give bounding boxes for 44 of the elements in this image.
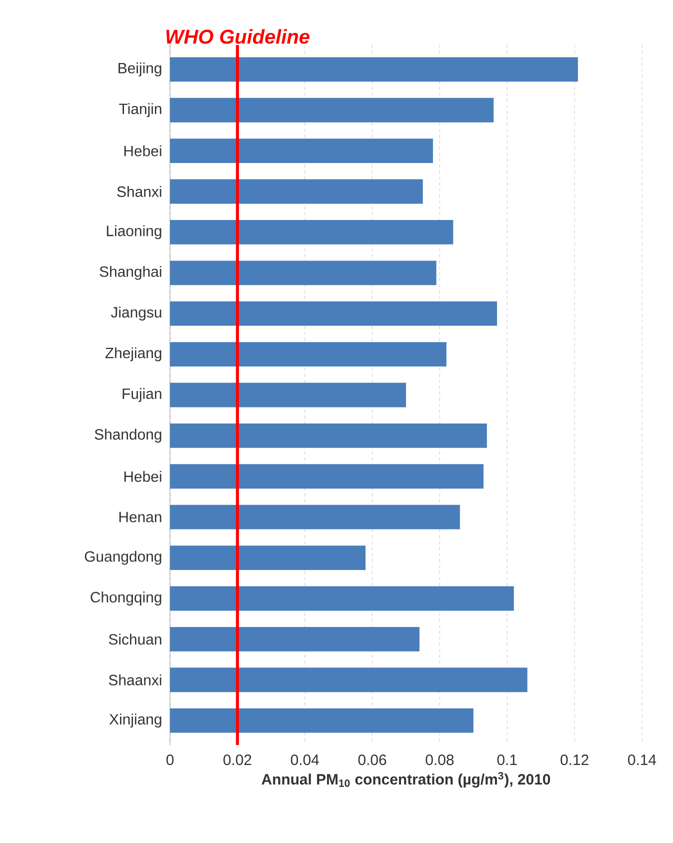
y-tick-label: Shanghai	[100, 266, 162, 280]
x-tick-label: 0.04	[290, 754, 319, 766]
bar	[170, 98, 494, 122]
bar	[170, 382, 406, 408]
bar	[170, 423, 487, 448]
bar	[170, 220, 454, 244]
y-tick-label: Hebei	[124, 145, 162, 156]
y-tick-label: Guangdong	[84, 550, 162, 565]
bar	[170, 138, 433, 164]
bar	[170, 504, 460, 530]
bar	[170, 179, 423, 204]
x-tick-label: 0.14	[628, 754, 656, 766]
bar	[170, 464, 484, 489]
x-tick-label: 0.12	[560, 754, 588, 766]
bar	[170, 546, 366, 570]
y-tick-label: Hebei	[124, 470, 162, 482]
y-tick-label: Xinjiang	[109, 714, 162, 728]
bar	[170, 260, 436, 286]
x-tick-label: 0.06	[358, 754, 386, 766]
y-tick-label: Jiangsu	[110, 306, 162, 321]
y-tick-label: Beijing	[118, 62, 162, 76]
y-tick-label: Shaanxi	[108, 674, 162, 686]
y-tick-label: Henan	[119, 512, 162, 522]
bar	[170, 668, 528, 692]
bar	[170, 708, 474, 733]
y-tick-label: Liaoning	[106, 225, 162, 240]
y-tick-label: Tianjin	[119, 103, 162, 118]
y-tick-label: Fujian	[122, 388, 162, 402]
x-tick-label: 0.02	[223, 754, 252, 766]
x-tick-label: 0	[166, 754, 174, 766]
x-axis-title: Annual PM$_{10}$ concentration (µg/m$^{3}$), 2010	[262, 772, 550, 788]
y-tick-label: Chongqing	[90, 592, 162, 606]
bar	[170, 626, 420, 652]
y-tick-label: Shandong	[94, 428, 162, 443]
x-tick-label: 0.08	[426, 754, 454, 766]
bar	[170, 301, 498, 326]
bar	[170, 586, 514, 611]
y-tick-label: Shanxi	[117, 186, 162, 197]
x-tick-label: 0.1	[497, 754, 517, 766]
ref-line-label: WHO Guideline	[166, 29, 310, 44]
y-tick-label: Zhejiang	[105, 347, 162, 362]
y-tick-label: Sichuan	[108, 634, 162, 645]
bar	[170, 342, 446, 367]
bar	[170, 57, 578, 82]
